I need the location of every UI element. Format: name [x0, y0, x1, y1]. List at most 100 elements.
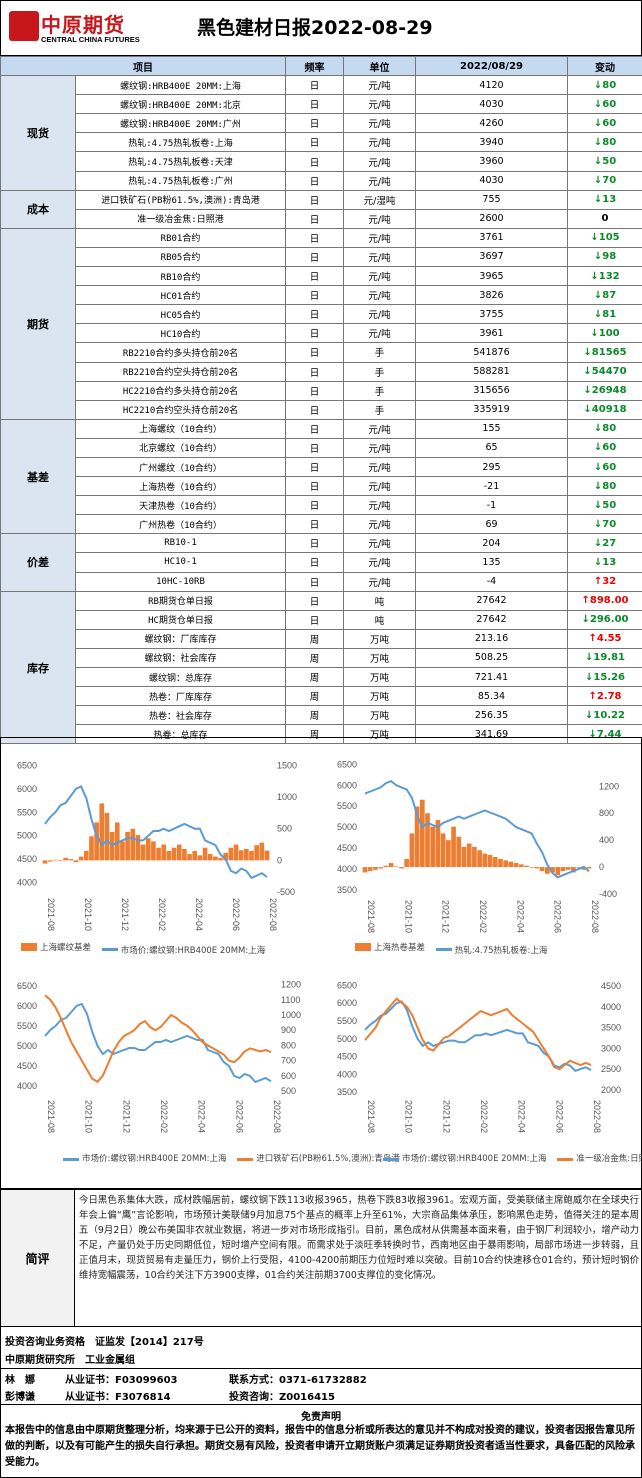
bar-mark [145, 838, 151, 861]
value-cell: 256.35 [415, 705, 568, 726]
item-cell: 螺纹钢：厂库库存 [75, 628, 286, 649]
bar-mark [58, 860, 63, 861]
item-cell: 广州热卷（10合约） [75, 514, 286, 535]
change-cell: ↓54470 [567, 361, 642, 382]
bar-mark [404, 858, 410, 868]
table-row: RB10合约日元/吨 3965 ↓132 [1, 266, 642, 287]
frequency-cell: 日 [285, 342, 344, 363]
series-line [364, 997, 592, 1071]
change-cell: ↓50 [567, 495, 642, 516]
frequency-cell: 日 [285, 113, 344, 134]
frequency-cell: 日 [285, 132, 344, 153]
column-header-date: 2022/08/29 [415, 55, 568, 77]
frequency-cell: 周 [285, 628, 344, 649]
column-header-unit: 单位 [343, 55, 416, 77]
value-cell: 3697 [415, 246, 568, 268]
value-cell: 135 [415, 552, 568, 573]
unit-cell: 万吨 [343, 666, 416, 688]
item-cell: RB01合约 [75, 227, 286, 248]
right-axis-tick-label: 500 [277, 824, 292, 834]
change-value: 50 [602, 499, 617, 511]
right-axis-tick-label: 3000 [601, 1043, 621, 1053]
frequency-cell: 日 [285, 170, 344, 191]
left-axis-tick-label: 4500 [17, 854, 37, 864]
arrow-down-icon: ↓ [590, 327, 599, 339]
arrow-down-icon: ↓ [593, 537, 603, 549]
arrow-down-icon: ↓ [583, 346, 592, 358]
change-cell: ↑898.00 [567, 590, 642, 611]
arrow-down-icon: ↓ [590, 232, 599, 244]
frequency-cell: 日 [285, 456, 344, 478]
value-cell: 2600 [415, 208, 568, 229]
analyst-name: 林 娜 [5, 1375, 35, 1386]
value-cell: 69 [415, 514, 568, 535]
unit-cell: 万吨 [343, 705, 416, 726]
arrow-down-icon: ↓ [581, 614, 590, 626]
bar-mark [513, 863, 519, 868]
change-cell: ↓98 [567, 246, 642, 268]
frequency-cell: 日 [285, 590, 344, 611]
left-axis-tick-label: 6000 [337, 780, 357, 790]
frequency-cell: 日 [285, 285, 344, 306]
value-cell: 4120 [415, 75, 568, 96]
item-cell: RB10合约 [75, 266, 286, 287]
table-row: 热卷：总库存周万吨 341.69 ↓7.44 [1, 724, 642, 745]
change-cell: ↓60 [567, 437, 642, 458]
column-header-change: 变动 [567, 55, 642, 77]
frequency-cell: 周 [285, 647, 344, 669]
bar-mark [409, 833, 415, 868]
chart-svg-hrc-basis: 3500 4000 4500 5000 5500 6000 6500 -400 0 400 800 1… [337, 759, 619, 933]
arrow-down-icon: ↓ [593, 461, 603, 473]
unit-cell: 元/吨 [343, 94, 416, 115]
left-axis-tick-label: 4000 [17, 878, 37, 888]
table-body: 现货 螺纹钢:HRB400E 20MM:上海日元/吨 4120 ↓80 螺纹钢:HRB4… [0, 75, 642, 745]
unit-cell: 元/湿吨 [343, 189, 416, 210]
x-axis-tick-label: 2021-08 [46, 898, 56, 931]
bar-mark [378, 867, 383, 869]
unit-cell: 手 [343, 380, 416, 401]
unit-cell: 元/吨 [343, 304, 416, 325]
arrow-down-icon: ↓ [593, 251, 603, 263]
frequency-cell: 日 [285, 151, 344, 172]
analyst-certificate: 从业证书：F03099603 [65, 1375, 178, 1386]
left-axis-tick-label: 6500 [17, 760, 37, 770]
unit-cell: 元/吨 [343, 75, 416, 96]
table-row: 现货 螺纹钢:HRB400E 20MM:上海日元/吨 4120 ↓80 [0, 75, 642, 191]
bar-mark [135, 835, 141, 861]
item-cell: 准一级冶金焦:日照港 [75, 208, 286, 229]
unit-cell: 手 [343, 342, 416, 363]
change-cell: ↓100 [567, 323, 642, 344]
change-value: 50 [602, 156, 617, 168]
table-row: 热卷：社会库存周万吨 256.35 ↓10.22 [1, 705, 642, 726]
change-value: 13 [602, 556, 617, 568]
frequency-cell: 日 [285, 399, 344, 420]
frequency-cell: 周 [285, 705, 344, 726]
value-cell: 4030 [415, 170, 568, 191]
legend-item: 准一级冶金焦:日照港 [557, 1152, 642, 1167]
table-row: 天津热卷（10合约）日元/吨 -1 ↓50 [1, 495, 642, 516]
change-value: 80 [602, 480, 617, 492]
logo-chinese-name: 中原期货 [41, 13, 125, 37]
frequency-cell: 日 [285, 533, 344, 554]
bar-mark [47, 860, 53, 862]
bar-mark [53, 859, 58, 861]
bar-mark [192, 850, 198, 861]
bar-mark [518, 864, 524, 868]
item-cell: 上海螺纹（10合约） [75, 418, 286, 439]
table-row: RB2210合约空头持仓前20名日手 588281 ↓54470 [1, 361, 642, 382]
bar-mark [435, 819, 441, 868]
value-cell: 341.69 [415, 724, 568, 745]
item-cell: 10HC-10RB [75, 571, 286, 592]
bar-mark [166, 850, 172, 861]
legend-item: 上海螺纹基差 [21, 941, 91, 953]
item-cell: 热轧:4.75热轧板卷:上海 [75, 132, 286, 153]
value-cell: 4030 [415, 94, 568, 115]
unit-cell: 元/吨 [343, 418, 416, 439]
value-cell: 27642 [415, 590, 568, 611]
bar-mark [78, 856, 84, 861]
value-cell: 541876 [415, 342, 568, 363]
bar-mark [586, 867, 592, 869]
right-axis-tick-label: 1100 [281, 995, 300, 1005]
qualification-section: 投资咨询业务资格 证监发【2014】217号 中原期货研究所 工业金属组 [0, 1327, 642, 1369]
left-axis-tick-label: 6500 [337, 759, 357, 769]
